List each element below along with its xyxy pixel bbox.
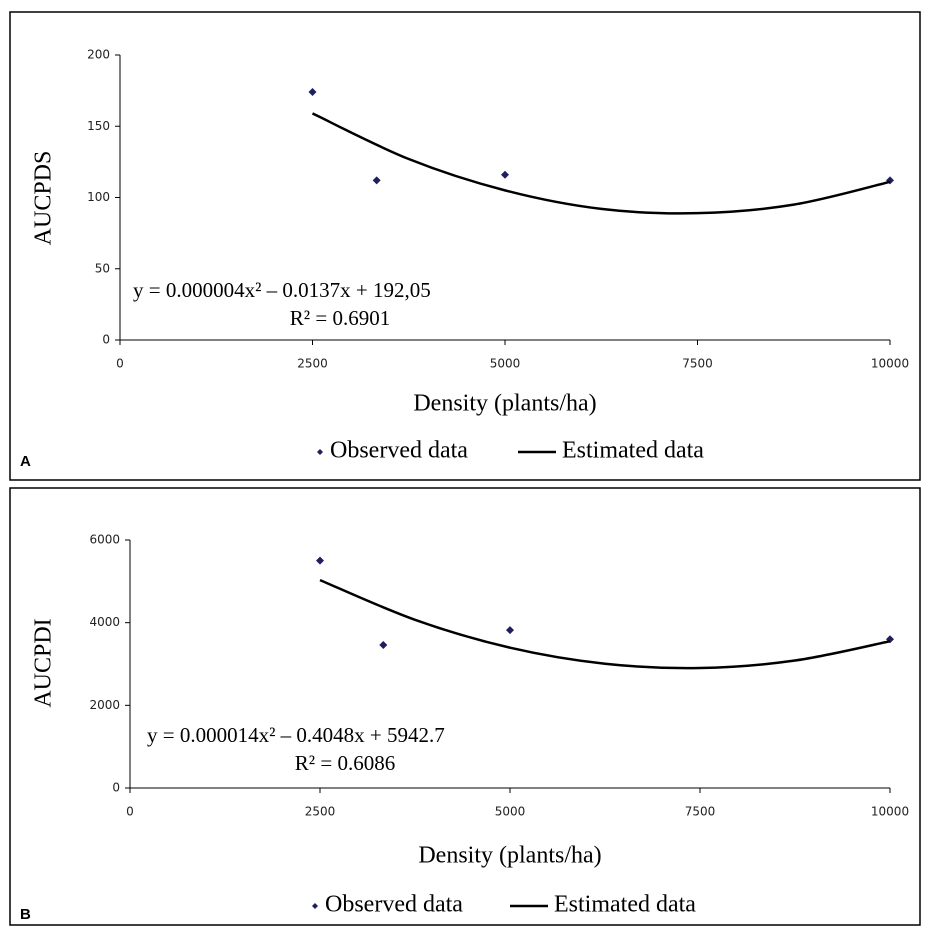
panel-frame [9,11,921,481]
data-point [308,88,317,97]
legend-label: Observed data [325,892,463,918]
data-point [379,640,388,649]
fit-curve [311,112,891,215]
x-tick-label: 7500 [682,357,713,371]
equation: y = 0.000014x² – 0.4048x + 5942.7 [147,723,445,747]
x-tick-label: 7500 [685,805,716,819]
r-squared: R² = 0.6086 [295,751,395,775]
y-tick-label: 2000 [89,698,120,712]
y-axis-title: AUCPDI [31,618,57,707]
y-tick-label: 200 [87,48,110,62]
x-tick-label: 0 [116,357,124,371]
x-tick-label: 0 [126,805,134,819]
panel-frame [9,487,921,926]
x-axis-title: Density (plants/ha) [413,391,596,417]
y-axis-title: AUCPDS [31,151,57,246]
y-tick-label: 50 [95,261,110,275]
y-tick-label: 0 [102,333,110,347]
panel-label: A [20,453,31,470]
x-tick-label: 2500 [305,805,336,819]
y-tick-label: 150 [87,119,110,133]
legend-marker [317,449,323,455]
x-axis-title: Density (plants/ha) [418,843,601,869]
legend-label: Estimated data [554,892,696,918]
legend-marker [312,903,318,909]
legend-label: Estimated data [562,438,704,464]
x-tick-label: 5000 [495,805,526,819]
r-squared: R² = 0.6901 [290,306,390,330]
x-tick-label: 5000 [490,357,521,371]
y-tick-label: 0 [112,781,120,795]
fit-curve [319,578,891,670]
data-point [316,556,324,565]
x-tick-label: 2500 [297,357,328,371]
data-point [372,176,381,185]
equation: y = 0.000004x² – 0.0137x + 192,05 [133,278,431,302]
legend-label: Observed data [330,438,468,464]
x-tick-label: 10000 [871,357,909,371]
data-point [501,170,509,179]
data-point [506,626,514,635]
y-tick-label: 4000 [89,615,120,629]
x-tick-label: 10000 [871,805,909,819]
y-tick-label: 6000 [89,533,120,547]
panel-label: B [20,906,31,923]
y-tick-label: 100 [87,190,110,204]
